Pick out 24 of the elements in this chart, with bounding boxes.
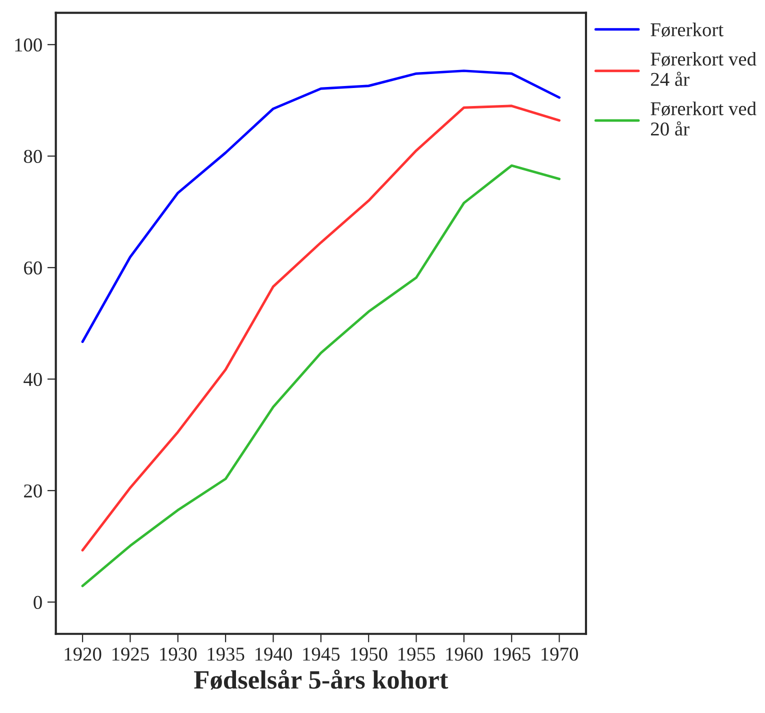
line-series <box>81 104 561 552</box>
x-tick-label: 1960 <box>446 648 483 661</box>
legend-label: Førerkort ved 20 år <box>650 102 756 136</box>
y-tick-label: 100 <box>15 38 42 52</box>
x-tick-label: 1945 <box>303 648 340 661</box>
x-tick-label: 1950 <box>350 648 388 661</box>
x-tick-label: 1935 <box>208 648 244 661</box>
line-series <box>81 164 561 588</box>
legend-label: Førerkort ved 24 år <box>650 52 756 86</box>
x-tick-label: 1940 <box>256 648 292 661</box>
x-tick-label: 1955 <box>398 648 435 661</box>
x-tick-label: 1930 <box>160 648 197 661</box>
x-tick-label: 1965 <box>494 648 530 661</box>
y-tick-label: 80 <box>24 150 42 164</box>
legend-label: Førerkort <box>650 22 724 37</box>
line-series <box>81 70 561 343</box>
y-tick-label: 40 <box>24 372 42 386</box>
x-tick-label: 1970 <box>542 648 578 661</box>
y-tick-label: 0 <box>34 596 42 610</box>
x-tick-label: 1925 <box>112 648 149 661</box>
x-axis-title: Fødselsår 5-års kohort <box>194 669 448 690</box>
y-tick-label: 20 <box>24 484 42 498</box>
x-tick-label: 1920 <box>64 648 102 661</box>
y-tick-label: 60 <box>24 261 42 275</box>
